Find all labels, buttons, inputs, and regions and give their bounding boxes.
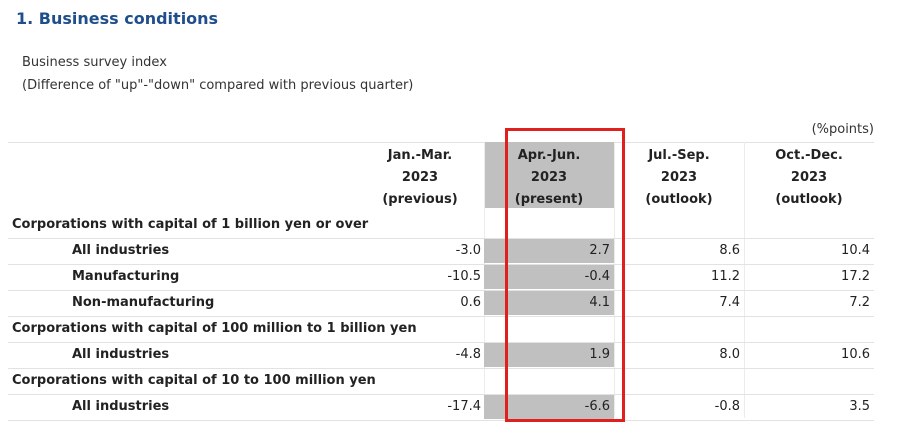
column-header: 2023 (790, 170, 828, 185)
column-rule (614, 142, 615, 418)
value-cell: 17.2 (841, 269, 870, 284)
value-cell: -17.4 (447, 399, 481, 414)
row-rule (8, 342, 874, 343)
value-cell: 7.4 (719, 295, 740, 310)
value-cell: 0.6 (460, 295, 481, 310)
row-rule (8, 420, 874, 421)
group-label: Corporations with capital of 10 to 100 m… (12, 373, 376, 388)
group-label: Corporations with capital of 100 million… (12, 321, 417, 336)
value-cell: 3.5 (849, 399, 870, 414)
column-header: Jan.-Mar. (387, 148, 453, 163)
row-rule (8, 368, 874, 369)
highlight-box (505, 128, 625, 422)
value-cell: 8.6 (719, 243, 740, 258)
column-header: 2023 (660, 170, 698, 185)
unit: (%points) (811, 122, 874, 137)
row-rule (8, 264, 874, 265)
column-header: (previous) (382, 192, 458, 207)
row-label: Non-manufacturing (72, 295, 215, 310)
note: (Difference of "up"-"down" compared with… (22, 78, 414, 93)
row-rule (8, 394, 874, 395)
row-label: All industries (72, 243, 170, 258)
value-cell: -0.8 (714, 399, 740, 414)
column-rule (744, 142, 745, 418)
column-header: 2023 (530, 170, 568, 185)
column-header: (present) (514, 192, 584, 207)
value-cell: -4.8 (455, 347, 481, 362)
column-header: 2023 (401, 170, 439, 185)
group-label: Corporations with capital of 1 billion y… (12, 217, 369, 232)
column-header: (outlook) (775, 192, 843, 207)
row-rule (8, 316, 874, 317)
section-title: 1. Business conditions (16, 9, 219, 28)
value-cell: 11.2 (711, 269, 740, 284)
row-label: Manufacturing (72, 269, 180, 284)
table-border (8, 142, 874, 143)
column-header: Jul.-Sep. (648, 148, 710, 163)
value-cell: 8.0 (719, 347, 740, 362)
value-cell: 10.6 (841, 347, 870, 362)
value-cell: -3.0 (455, 243, 481, 258)
value-cell: -10.5 (447, 269, 481, 284)
row-label: All industries (72, 399, 170, 414)
column-header: (outlook) (645, 192, 713, 207)
column-header: Apr.-Jun. (517, 148, 581, 163)
value-cell: 7.2 (849, 295, 870, 310)
value-cell: 10.4 (841, 243, 870, 258)
row-label: All industries (72, 347, 170, 362)
row-rule (8, 238, 874, 239)
column-header: Oct.-Dec. (775, 148, 843, 163)
row-rule (8, 290, 874, 291)
subtitle: Business survey index (22, 55, 167, 70)
table: Jan.-Mar. 2023 (previous) Apr.-Jun. 2023 (pre… (8, 142, 874, 421)
